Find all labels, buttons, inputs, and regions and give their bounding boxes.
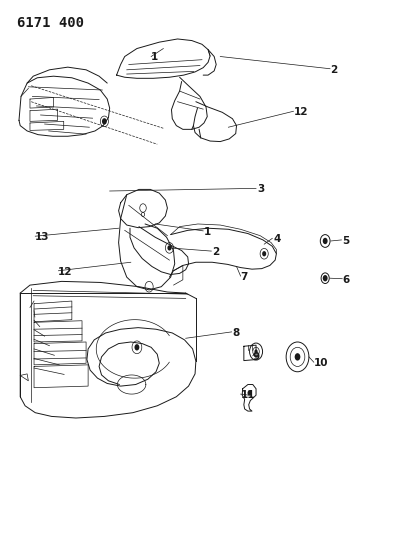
Text: 2: 2 xyxy=(212,247,220,257)
Text: 6: 6 xyxy=(342,275,350,285)
Circle shape xyxy=(248,390,252,395)
Text: 1: 1 xyxy=(204,227,211,237)
Text: 2: 2 xyxy=(330,65,337,75)
Text: 11: 11 xyxy=(241,390,255,400)
Text: 13: 13 xyxy=(35,232,50,243)
Circle shape xyxy=(295,353,300,361)
Text: 7: 7 xyxy=(241,272,248,282)
Circle shape xyxy=(167,245,171,251)
Circle shape xyxy=(323,238,328,244)
Text: 9: 9 xyxy=(253,352,260,362)
Text: 5: 5 xyxy=(342,236,350,246)
Circle shape xyxy=(135,344,140,351)
Text: 6171 400: 6171 400 xyxy=(17,15,84,29)
Text: 12: 12 xyxy=(293,107,308,117)
Text: 4: 4 xyxy=(273,234,280,244)
Text: 3: 3 xyxy=(257,184,264,195)
Circle shape xyxy=(262,251,266,256)
Circle shape xyxy=(255,350,258,354)
Text: 1: 1 xyxy=(151,52,158,61)
Text: 10: 10 xyxy=(314,358,328,368)
Text: 12: 12 xyxy=(58,267,72,277)
Circle shape xyxy=(102,118,107,125)
Circle shape xyxy=(323,275,328,281)
Text: 8: 8 xyxy=(233,328,240,338)
